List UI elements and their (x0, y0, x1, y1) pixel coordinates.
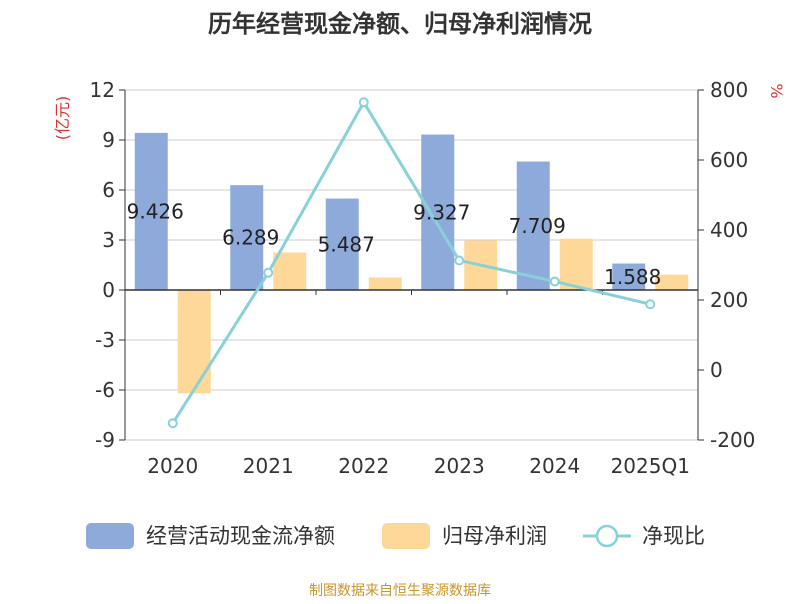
bar-net-profit (273, 252, 307, 290)
legend-marker-ratio (595, 524, 619, 548)
data-label-operating-cashflow: 9.327 (413, 200, 470, 224)
left-axis-label: (亿元) (53, 96, 72, 141)
left-tick-label: 9 (102, 128, 115, 152)
right-tick-label: -200 (710, 428, 755, 452)
data-label-operating-cashflow: 6.289 (222, 226, 279, 250)
bars (134, 132, 689, 394)
chart-title: 历年经营现金净额、归母净利润情况 (208, 10, 592, 38)
bar-operating-cashflow (325, 198, 359, 290)
bar-net-profit (368, 277, 402, 290)
bar-operating-cashflow (421, 134, 455, 290)
bar-operating-cashflow (516, 161, 550, 290)
axes: 12 9 6 3 0 -3 -6 -9 800 600 400 200 0 -200 (亿元)% 2020 20… (53, 78, 786, 478)
bar-net-profit (177, 290, 211, 394)
ratio-line (167, 97, 656, 429)
bar-net-profit (655, 274, 689, 290)
source-note: 制图数据来自恒生聚源数据库 (309, 583, 491, 599)
left-tick-label: 0 (102, 278, 115, 302)
legend-swatch-operating-cashflow (86, 523, 134, 549)
right-tick-label: 200 (710, 288, 748, 312)
legend-swatch-net-profit (382, 523, 430, 549)
data-label-operating-cashflow: 9.426 (127, 199, 184, 223)
x-tick-label: 2020 (147, 454, 198, 478)
data-label-operating-cashflow: 5.487 (318, 232, 375, 256)
right-tick-label: 600 (710, 148, 748, 172)
x-tick-label: 2022 (338, 454, 389, 478)
x-tick-label: 2024 (529, 454, 580, 478)
ratio-line-point (549, 276, 560, 287)
left-tick-label: -9 (95, 428, 115, 452)
data-labels: 9.426 6.289 5.487 9.327 7.709 1.588 (127, 199, 662, 288)
ratio-line-point (167, 418, 178, 429)
bar-operating-cashflow (230, 185, 264, 290)
bar-operating-cashflow (134, 132, 168, 290)
ratio-line-path (171, 99, 651, 425)
ratio-line-point (358, 97, 369, 108)
legend: 经营活动现金流净额 归母净利润 净现比 (86, 523, 705, 549)
left-tick-label: -3 (95, 328, 115, 352)
left-tick-label: 6 (102, 178, 115, 202)
right-tick-label: 400 (710, 218, 748, 242)
left-tick-label: 3 (102, 228, 115, 252)
ratio-line-point (454, 255, 465, 266)
legend-label-net-profit: 归母净利润 (442, 524, 547, 548)
right-tick-label: 0 (710, 358, 723, 382)
data-label-operating-cashflow: 7.709 (509, 214, 566, 238)
ratio-line-point (263, 267, 274, 278)
ratio-line-point (645, 299, 656, 310)
bar-net-profit (559, 238, 593, 290)
bar-operating-cashflow (612, 263, 646, 290)
legend-label-operating-cashflow: 经营活动现金流净额 (146, 524, 335, 548)
data-label-operating-cashflow: 1.588 (604, 265, 661, 289)
right-tick-label: 800 (710, 78, 748, 102)
right-axis-label: % (767, 83, 786, 98)
x-tick-label: 2025Q1 (611, 454, 690, 478)
x-tick-label: 2021 (243, 454, 294, 478)
legend-label-ratio: 净现比 (642, 524, 705, 548)
x-tick-label: 2023 (434, 454, 485, 478)
left-tick-label: -6 (95, 378, 115, 402)
left-tick-label: 12 (90, 78, 115, 102)
